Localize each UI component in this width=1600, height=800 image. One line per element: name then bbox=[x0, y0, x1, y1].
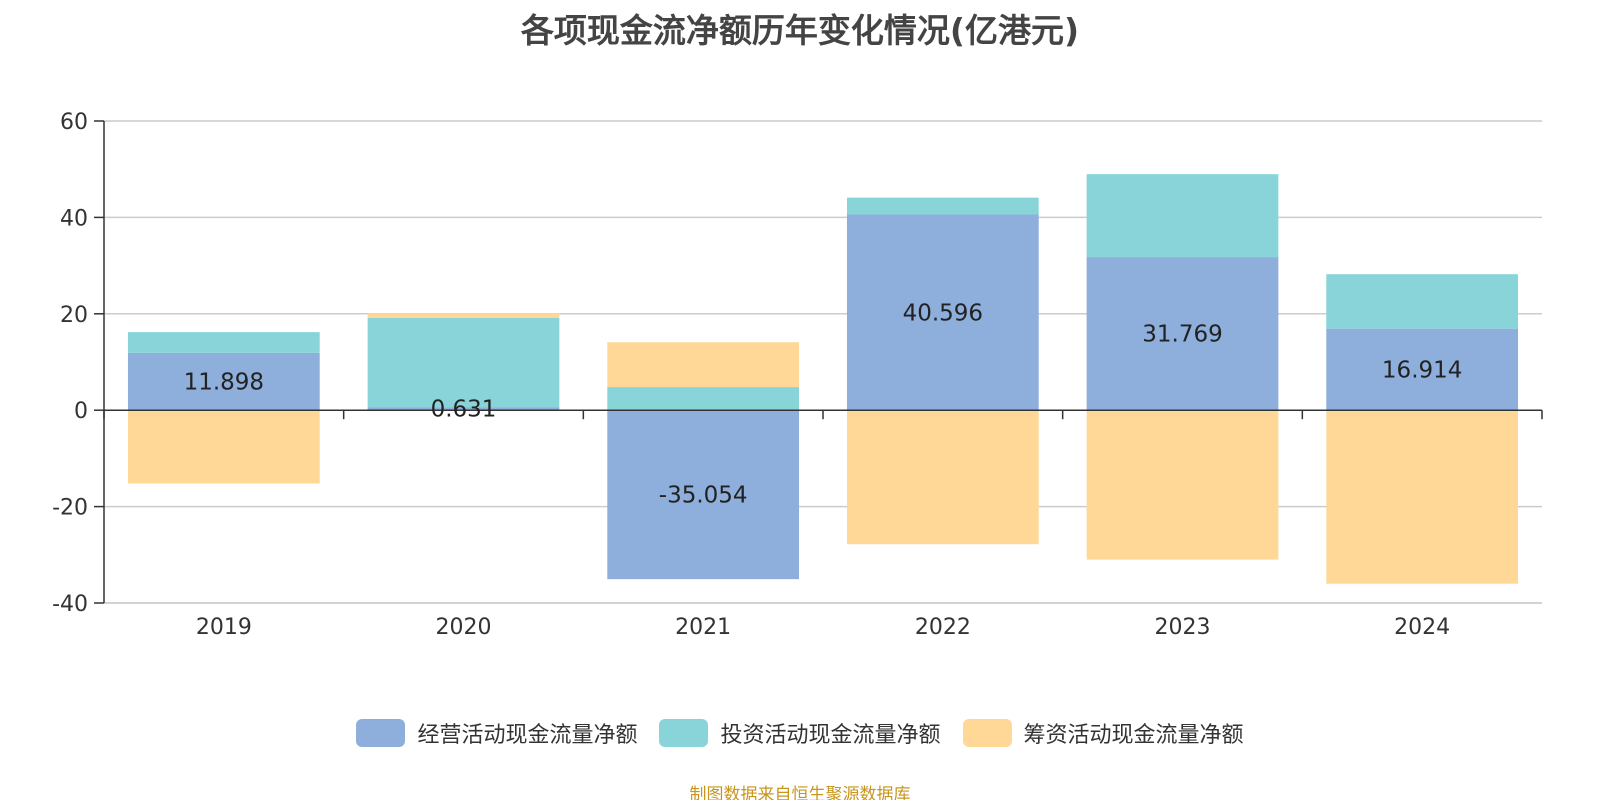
x-tick-label: 2023 bbox=[1155, 615, 1211, 640]
legend-item-series-1[interactable]: 经营活动现金流量净额 bbox=[356, 717, 637, 749]
legend-swatch bbox=[356, 719, 406, 747]
legend-swatch bbox=[659, 719, 709, 747]
legend: 经营活动现金流量净额 投资活动现金流量净额 筹资活动现金流量净额 bbox=[0, 717, 1600, 749]
y-tick-label: 0 bbox=[74, 399, 88, 424]
bar-series-3-2019 bbox=[127, 410, 320, 484]
y-tick-label: 20 bbox=[60, 303, 88, 328]
bar-series-1-2022 bbox=[846, 214, 1039, 411]
data-labels-layer: 11.898 0.631 -35.054 40.596 31.769 16.914 bbox=[184, 300, 1463, 508]
bar-series-3-2024 bbox=[1326, 410, 1519, 584]
bar-series-2-2021 bbox=[607, 387, 800, 411]
bar-series-3-2023 bbox=[1086, 410, 1279, 560]
bar-series-1-2023 bbox=[1086, 257, 1279, 411]
data-label: 16.914 bbox=[1382, 357, 1462, 383]
legend-label: 投资活动现金流量净额 bbox=[720, 723, 941, 748]
bar-series-1-2019 bbox=[127, 352, 320, 411]
bar-series-1-2021 bbox=[607, 410, 800, 580]
y-tick-label: -40 bbox=[52, 592, 88, 617]
y-tick-label: -20 bbox=[52, 496, 88, 521]
axis-layer: -40 -20 0 20 40 60 2019 2020 2021 2022 2023 2024 bbox=[52, 110, 1543, 640]
chart-title: 各项现金流净额历年变化情况(亿港元) bbox=[520, 11, 1080, 50]
data-label: 11.898 bbox=[184, 370, 264, 396]
y-tick-label: 60 bbox=[60, 110, 88, 135]
bar-series-2-2023 bbox=[1086, 174, 1279, 258]
bar-series-2-2022 bbox=[846, 197, 1039, 215]
x-tick-label: 2019 bbox=[196, 615, 252, 640]
bar-series-2-2019 bbox=[127, 332, 320, 353]
legend-label: 经营活动现金流量净额 bbox=[417, 723, 638, 748]
bar-series-3-2020 bbox=[367, 313, 560, 318]
x-tick-label: 2020 bbox=[436, 615, 492, 640]
chart-plot: -40 -20 0 20 40 60 2019 2020 2021 2022 2023 2024 11… bbox=[52, 110, 1543, 640]
data-label: 0.631 bbox=[431, 397, 497, 423]
x-tick-label: 2022 bbox=[915, 615, 971, 640]
legend-item-series-3[interactable]: 筹资活动现金流量净额 bbox=[962, 717, 1244, 749]
y-tick-label: 40 bbox=[60, 206, 88, 231]
bar-series-2-2020 bbox=[367, 317, 560, 408]
data-label: 40.596 bbox=[903, 300, 983, 326]
bar-series-3-2021 bbox=[607, 342, 800, 388]
legend-swatch bbox=[962, 719, 1012, 747]
legend-label: 筹资活动现金流量净额 bbox=[1023, 723, 1244, 748]
x-tick-label: 2021 bbox=[675, 615, 731, 640]
bar-series-1-2024 bbox=[1326, 328, 1519, 411]
bars-layer bbox=[127, 174, 1519, 584]
data-label: 31.769 bbox=[1142, 322, 1222, 348]
bar-series-3-2022 bbox=[846, 410, 1039, 545]
legend-item-series-2[interactable]: 投资活动现金流量净额 bbox=[659, 717, 941, 749]
data-label: -35.054 bbox=[659, 483, 748, 509]
bar-series-1-2020 bbox=[367, 407, 560, 411]
bar-series-2-2024 bbox=[1326, 274, 1519, 329]
x-tick-label: 2024 bbox=[1394, 615, 1450, 640]
source-note: 制图数据来自恒生聚源数据库 bbox=[689, 785, 911, 800]
